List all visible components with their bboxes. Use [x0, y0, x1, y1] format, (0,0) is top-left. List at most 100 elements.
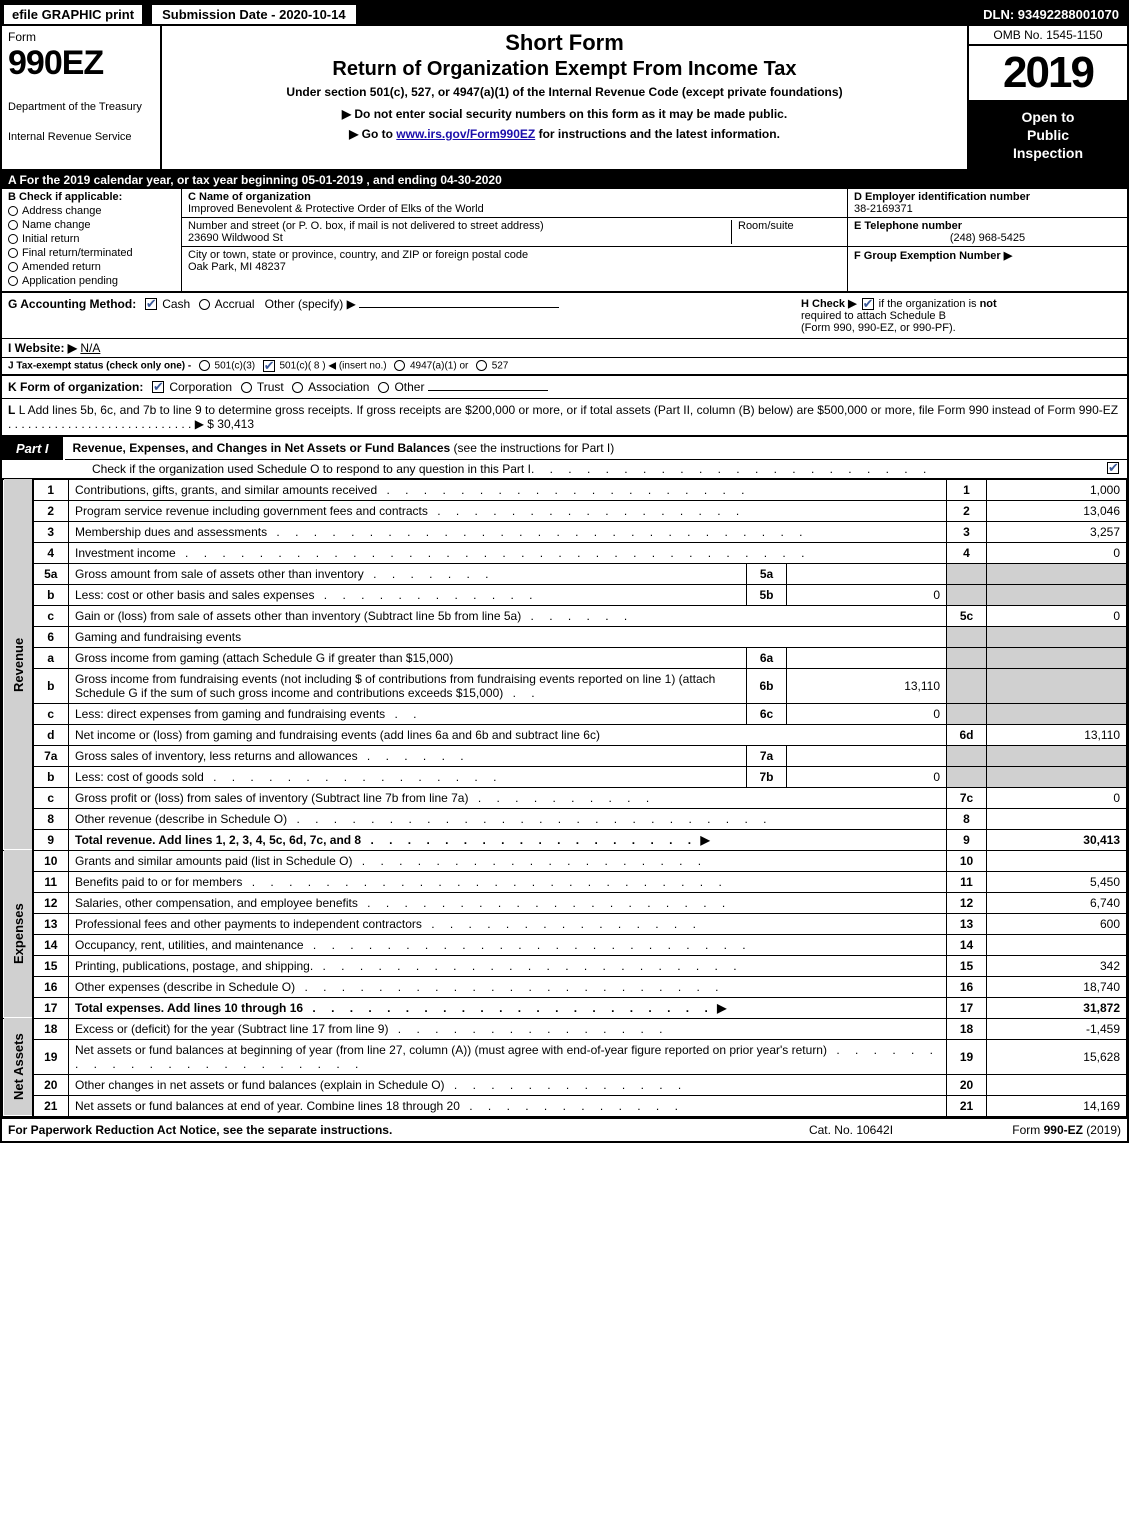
- table-row: 14Occupancy, rent, utilities, and mainte…: [3, 934, 1127, 955]
- check-cash[interactable]: [145, 298, 157, 310]
- line-description: Gain or (loss) from sale of assets other…: [69, 605, 947, 626]
- check-501c[interactable]: [263, 360, 275, 372]
- inner-line-number: 6a: [747, 647, 787, 668]
- check-schedule-o-part1[interactable]: [1107, 462, 1119, 474]
- line-number: 10: [33, 850, 69, 871]
- check-label: Name change: [22, 219, 91, 231]
- line-ref-number: 21: [947, 1095, 987, 1116]
- line-ref-number: 11: [947, 871, 987, 892]
- line-description: Excess or (deficit) for the year (Subtra…: [69, 1018, 947, 1039]
- org-city-row: City or town, state or province, country…: [182, 247, 847, 275]
- row-i-website: I Website: ▶ N/A: [2, 338, 1127, 357]
- part1-header: Part I Revenue, Expenses, and Changes in…: [2, 437, 1127, 460]
- phone-value: (248) 968-5425: [854, 232, 1121, 244]
- table-row: 3Membership dues and assessments . . . .…: [3, 521, 1127, 542]
- footer-form-post: (2019): [1083, 1123, 1121, 1137]
- line-value: 31,872: [987, 997, 1127, 1018]
- group-exemption-label: F Group Exemption Number ▶: [854, 250, 1012, 262]
- check-label: Final return/terminated: [22, 247, 133, 259]
- part1-title-rest: (see the instructions for Part I): [450, 441, 614, 455]
- line-description: Gross income from fundraising events (no…: [69, 668, 747, 703]
- h-block: H Check ▶ if the organization is not req…: [801, 297, 1121, 334]
- line-description: Other revenue (describe in Schedule O) .…: [69, 808, 947, 829]
- table-row: cGain or (loss) from sale of assets othe…: [3, 605, 1127, 626]
- check-final-return[interactable]: Final return/terminated: [8, 247, 175, 259]
- check-other[interactable]: [378, 382, 389, 393]
- line-description: Investment income . . . . . . . . . . . …: [69, 542, 947, 563]
- line-ref-number: 4: [947, 542, 987, 563]
- line-number: 13: [33, 913, 69, 934]
- side-label-net-assets: Net Assets: [3, 1018, 33, 1116]
- table-row: 12Salaries, other compensation, and empl…: [3, 892, 1127, 913]
- grey-cell: [947, 668, 987, 703]
- part1-sub-text: Check if the organization used Schedule …: [92, 462, 531, 476]
- line-number: c: [33, 787, 69, 808]
- line-number: 2: [33, 500, 69, 521]
- inner-line-value: [787, 563, 947, 584]
- line-value: 1,000: [987, 479, 1127, 500]
- check-name-change[interactable]: Name change: [8, 219, 175, 231]
- line-number: 19: [33, 1039, 69, 1074]
- line-ref-number: 12: [947, 892, 987, 913]
- grey-cell: [987, 766, 1127, 787]
- row-g-h: G Accounting Method: Cash Accrual Other …: [2, 293, 1127, 338]
- line-description: Less: cost of goods sold . . . . . . . .…: [69, 766, 747, 787]
- line-ref-number: 18: [947, 1018, 987, 1039]
- line-description: Total revenue. Add lines 1, 2, 3, 4, 5c,…: [69, 829, 947, 850]
- check-address-change[interactable]: Address change: [8, 205, 175, 217]
- line-number: 21: [33, 1095, 69, 1116]
- check-527[interactable]: [476, 360, 487, 371]
- line-number: d: [33, 724, 69, 745]
- line-number: 14: [33, 934, 69, 955]
- opt-4947: 4947(a)(1) or: [410, 360, 468, 371]
- line-number: c: [33, 703, 69, 724]
- check-association[interactable]: [292, 382, 303, 393]
- check-schedule-b-not-required[interactable]: [862, 298, 874, 310]
- topbar: efile GRAPHIC print Submission Date - 20…: [2, 2, 1127, 26]
- opt-trust: Trust: [257, 380, 284, 394]
- line-value: 30,413: [987, 829, 1127, 850]
- h-not: not: [980, 298, 997, 310]
- table-row: aGross income from gaming (attach Schedu…: [3, 647, 1127, 668]
- grey-cell: [947, 563, 987, 584]
- check-application-pending[interactable]: Application pending: [8, 275, 175, 287]
- section-bcdef: B Check if applicable: Address change Na…: [2, 189, 1127, 293]
- line-value: -1,459: [987, 1018, 1127, 1039]
- line-value: [987, 1074, 1127, 1095]
- line-description: Professional fees and other payments to …: [69, 913, 947, 934]
- check-trust[interactable]: [241, 382, 252, 393]
- open-line2: Public: [1027, 127, 1069, 143]
- line-value: 15,628: [987, 1039, 1127, 1074]
- link-post: for instructions and the latest informat…: [535, 127, 780, 141]
- irs-link[interactable]: www.irs.gov/Form990EZ: [396, 127, 535, 141]
- check-accrual[interactable]: [199, 299, 210, 310]
- check-501c3[interactable]: [199, 360, 210, 371]
- check-label: Application pending: [22, 275, 118, 287]
- org-address: 23690 Wildwood St: [188, 232, 731, 244]
- efile-print-button[interactable]: efile GRAPHIC print: [2, 3, 144, 26]
- table-row: Expenses10Grants and similar amounts pai…: [3, 850, 1127, 871]
- inner-line-number: 5a: [747, 563, 787, 584]
- line-ref-number: 7c: [947, 787, 987, 808]
- line-number: 6: [33, 626, 69, 647]
- check-initial-return[interactable]: Initial return: [8, 233, 175, 245]
- table-row: bLess: cost or other basis and sales exp…: [3, 584, 1127, 605]
- ein-value: 38-2169371: [854, 203, 913, 215]
- line-value: 14,169: [987, 1095, 1127, 1116]
- g-label: G Accounting Method:: [8, 297, 136, 311]
- check-amended-return[interactable]: Amended return: [8, 261, 175, 273]
- header-left: Form 990EZ Department of the Treasury In…: [2, 26, 162, 169]
- check-corporation[interactable]: [152, 381, 164, 393]
- line-number: 5a: [33, 563, 69, 584]
- line-value: 13,110: [987, 724, 1127, 745]
- table-row: bLess: cost of goods sold . . . . . . . …: [3, 766, 1127, 787]
- form-number: 990EZ: [8, 44, 154, 83]
- line-number: 1: [33, 479, 69, 500]
- check-4947[interactable]: [394, 360, 405, 371]
- group-exemption-row: F Group Exemption Number ▶: [848, 247, 1127, 264]
- line-description: Membership dues and assessments . . . . …: [69, 521, 947, 542]
- other-org-input[interactable]: [428, 390, 548, 391]
- line-description: Contributions, gifts, grants, and simila…: [69, 479, 947, 500]
- line-value: [987, 934, 1127, 955]
- other-specify-input[interactable]: [359, 307, 559, 308]
